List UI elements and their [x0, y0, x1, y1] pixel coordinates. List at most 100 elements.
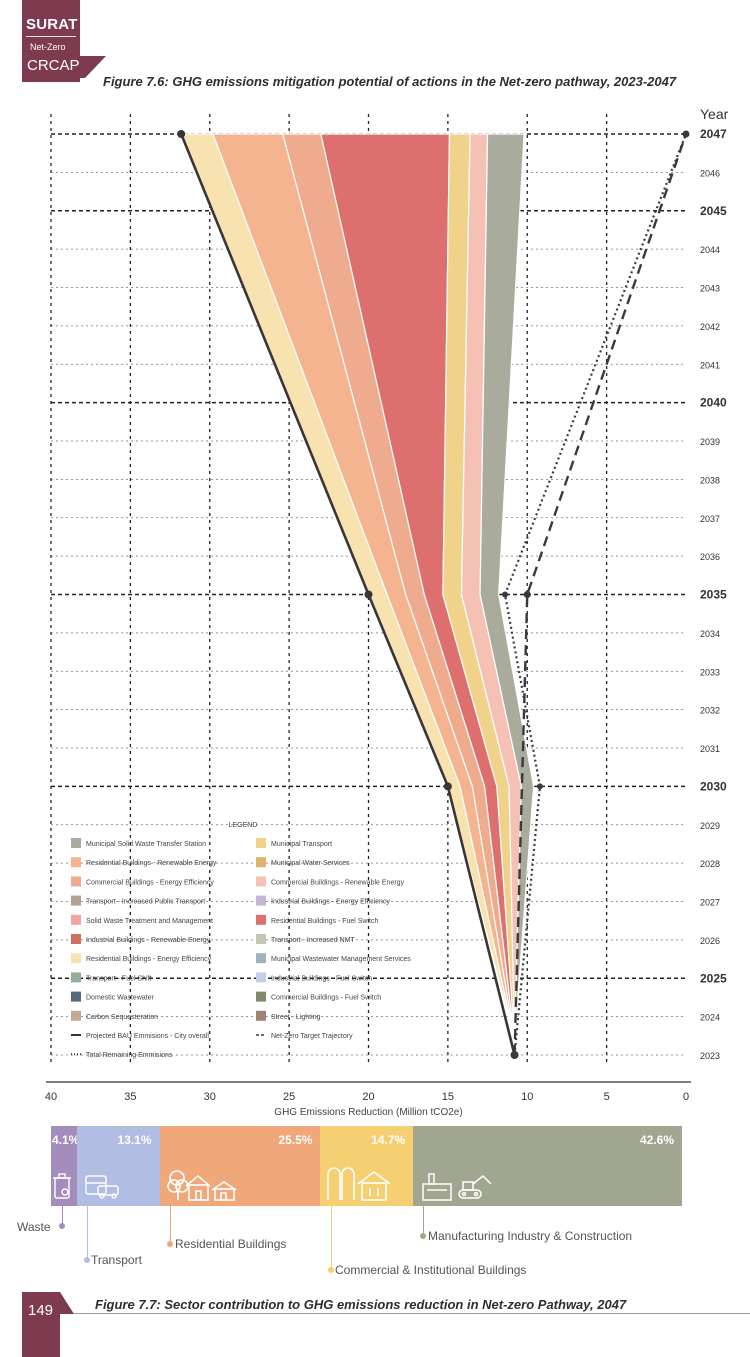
sector-leader-dot: [420, 1233, 426, 1239]
legend-swatch: [71, 857, 81, 868]
legend-label: Commercial Buildings - Renewable Energy: [271, 879, 405, 886]
y-tick-label: 2046: [700, 168, 720, 178]
legend-swatch: [71, 1010, 81, 1021]
y-tick-label: 2028: [700, 859, 720, 869]
sector-percent-label: 42.6%: [639, 1133, 674, 1147]
legend-swatch: [256, 876, 266, 887]
y-tick-label: 2034: [700, 629, 720, 639]
y-tick-label: 2035: [700, 588, 727, 602]
bau-point: [177, 130, 186, 138]
sector-percent-label: 13.1%: [117, 1133, 152, 1147]
emissions-area-chart: 40 35 30 25 20 15 10 5 0 GHG Emissions Reduction …: [45, 106, 729, 1118]
legend-swatch: [71, 991, 81, 1002]
sector-category-label: Transport: [91, 1253, 142, 1267]
sector-category-label: Residential Buildings: [175, 1237, 287, 1251]
y-tick-label: 2038: [700, 475, 720, 485]
x-tick-label: 15: [442, 1091, 454, 1103]
sector-bar-segment: [413, 1126, 682, 1206]
legend-swatch: [71, 953, 81, 964]
legend-label: Residential Buildings - Fuel Switch: [271, 918, 378, 925]
legend-label: Transport - Increased NMT: [271, 937, 355, 944]
legend-label: Residential Buildings - Energy Efficienc…: [86, 956, 212, 963]
legend-label: Residential Buildings - Renewable Energy: [86, 860, 217, 867]
legend-label: Industrial Buildings - Energy Efficiency: [271, 899, 390, 906]
sector-category-label: Commercial & Institutional Buildings: [335, 1263, 527, 1277]
sector-leader-line: [331, 1206, 332, 1270]
commercial-buildings-icon: [327, 1167, 391, 1201]
y-tick-label: 2045: [700, 204, 727, 218]
legend-label: Projected BAU Emmisions - City overall: [86, 1033, 209, 1040]
band-6: [479, 133, 535, 1040]
page-number: 149: [28, 1302, 54, 1319]
remaining-point: [683, 131, 689, 137]
legend-swatch: [71, 895, 81, 906]
sector-percent-label: 4.1%: [52, 1133, 80, 1147]
legend-swatch: [256, 857, 266, 868]
emissions-chart-panel: 40 35 30 25 20 15 10 5 0 GHG Emissions Reduction …: [5, 92, 745, 1118]
brand-title: SURAT: [26, 16, 78, 33]
bau-point: [364, 590, 373, 599]
factory-excavator-icon: [422, 1173, 492, 1201]
y-tick-label: 2043: [700, 284, 720, 294]
y-tick-label: 2032: [700, 706, 720, 716]
x-tick-label: 25: [283, 1091, 295, 1103]
y-tick-label: 2026: [700, 936, 720, 946]
remaining-point: [502, 591, 509, 598]
legend-label: Municipal Solid Waste Transfer Station: [86, 841, 206, 848]
x-tick-label: 5: [604, 1091, 610, 1103]
remaining-line: [503, 133, 688, 1056]
legend-label: Street - Lighting: [271, 1014, 321, 1021]
y-tick-label: 2029: [700, 821, 720, 831]
sector-category-label: Manufacturing Industry & Construction: [428, 1229, 633, 1243]
legend-label: Transport - Fuel Shift: [86, 975, 152, 982]
remaining-point: [536, 783, 543, 790]
legend-swatch: [256, 991, 266, 1002]
legend-swatch: [256, 972, 266, 983]
houses-icon: [167, 1170, 237, 1201]
legend-label: Municipal Water Services: [271, 860, 350, 867]
figure-caption-bottom: Figure 7.7: Sector contribution to GHG e…: [95, 1297, 627, 1312]
legend-label: Carbon Sequesteration: [86, 1014, 158, 1021]
y-tick-label: 2047: [700, 127, 727, 141]
y-tick-label: 2030: [700, 779, 727, 793]
bau-line: [179, 133, 516, 1056]
brand-flag: [22, 56, 106, 78]
legend-swatch: [256, 914, 266, 925]
sector-bar-segment: [320, 1126, 414, 1206]
sector-leader-line: [87, 1206, 88, 1260]
bau-point: [443, 782, 452, 791]
sector-leader-dot: [84, 1257, 90, 1263]
y-tick-label: 2037: [700, 514, 720, 524]
legend-swatch: [256, 895, 266, 906]
legend-swatch: [256, 953, 266, 964]
sector-leader-dot: [59, 1223, 65, 1229]
x-tick-label: 0: [683, 1091, 689, 1103]
sector-leader-line: [170, 1206, 171, 1244]
sector-leader-line: [62, 1206, 63, 1226]
x-tick-label: 10: [521, 1091, 533, 1103]
y-tick-label: 2033: [700, 667, 720, 677]
y-tick-label: 2023: [700, 1051, 720, 1061]
y-tick-label: 2040: [700, 396, 727, 410]
figure-caption-top: Figure 7.6: GHG emissions mitigation pot…: [103, 74, 677, 89]
legend-swatch: [71, 914, 81, 925]
y-tick-label: 2042: [700, 322, 720, 332]
page-number-tab-notch: [60, 1292, 74, 1314]
legend-label: Commercial Buildings - Energy Efficiency: [86, 879, 214, 886]
legend-swatch: [256, 838, 266, 848]
legend-title: LEGEND: [229, 822, 258, 829]
waste-bin-icon: [53, 1173, 71, 1199]
y-tick-label: 2039: [700, 437, 720, 447]
legend-swatch: [256, 1010, 266, 1021]
sector-leader-dot: [167, 1241, 173, 1247]
sector-percent-label: 14.7%: [371, 1133, 406, 1147]
legend-label: Transport - Increased Public Transport: [86, 899, 205, 906]
legend-label: Domestic Wastewater: [86, 995, 154, 1002]
sector-leader-dot: [328, 1267, 334, 1273]
y-tick-label: 2025: [700, 971, 727, 985]
y-tick-label: 2041: [700, 360, 720, 370]
legend-swatch: [71, 838, 81, 848]
x-tick-label: 35: [124, 1091, 136, 1103]
x-tick-label: 40: [45, 1091, 57, 1103]
legend-label: Municipal Wastewater Management Services: [271, 956, 411, 963]
